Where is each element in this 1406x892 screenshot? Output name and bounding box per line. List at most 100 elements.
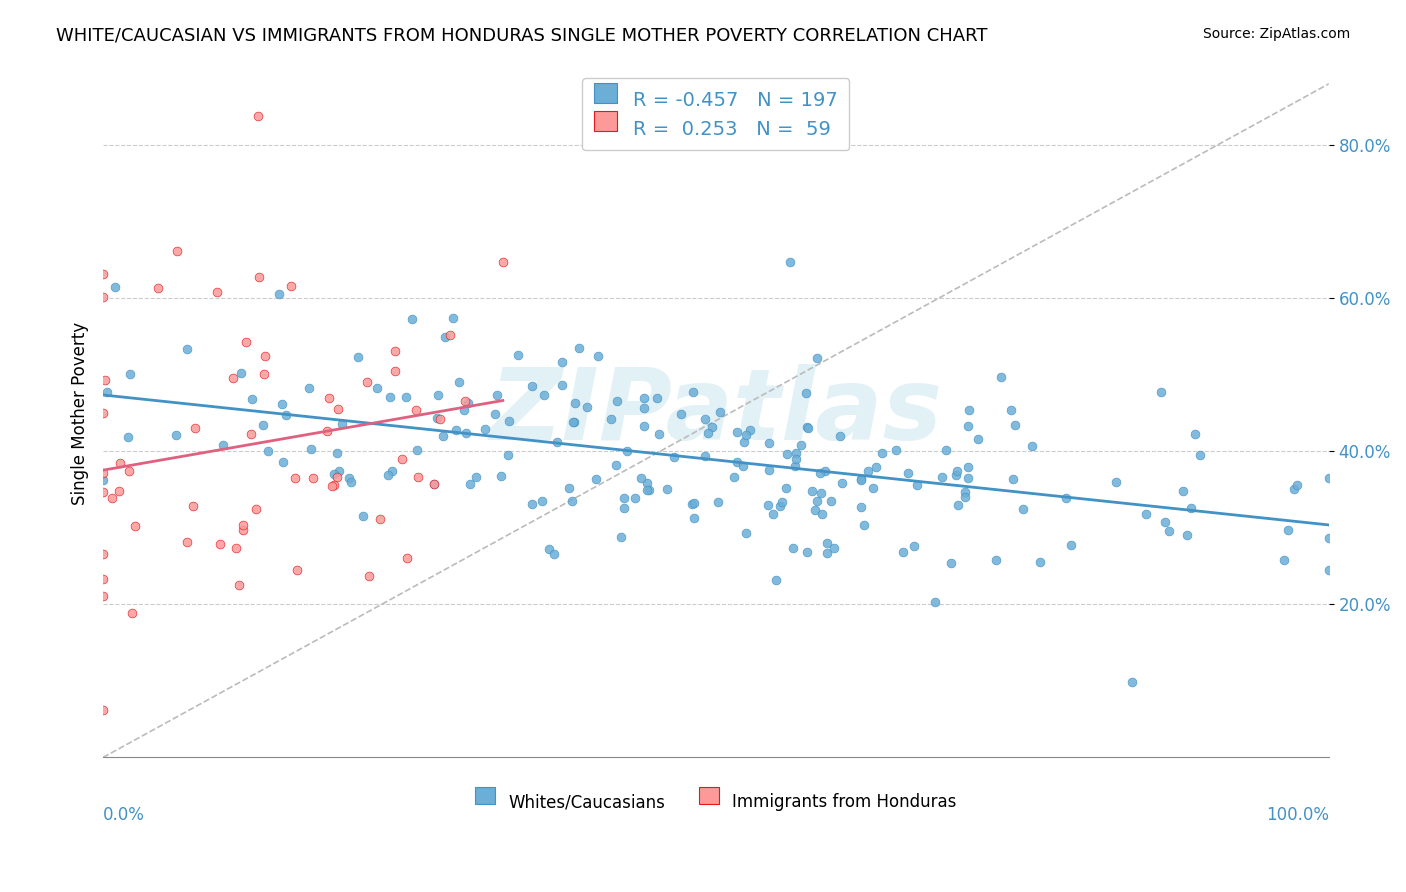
Point xyxy=(946,464,969,478)
Legend: Whites/Caucasians, Immigrants from Honduras: Whites/Caucasians, Immigrants from Hondu… xyxy=(468,787,963,818)
Point xyxy=(769,499,792,513)
Point xyxy=(520,379,543,393)
Y-axis label: Single Mother Poverty: Single Mother Poverty xyxy=(72,321,89,505)
Point xyxy=(347,350,370,364)
Point xyxy=(561,493,583,508)
Point xyxy=(91,267,114,281)
Point xyxy=(606,393,628,408)
Point xyxy=(276,409,298,423)
Point xyxy=(731,459,754,474)
Point xyxy=(806,351,828,365)
Point xyxy=(91,589,114,603)
Point xyxy=(253,349,276,363)
Point xyxy=(828,428,851,442)
Point xyxy=(381,464,404,478)
Point xyxy=(804,502,827,516)
Point xyxy=(831,475,853,490)
Point xyxy=(610,530,633,544)
Point xyxy=(645,391,668,405)
Point xyxy=(849,473,872,487)
Point xyxy=(91,466,114,480)
Point xyxy=(384,344,406,359)
Point xyxy=(406,469,429,483)
Point xyxy=(546,434,568,449)
Point xyxy=(205,285,228,299)
Point xyxy=(823,541,845,555)
Point xyxy=(117,430,139,444)
Point xyxy=(1105,475,1128,489)
Point xyxy=(1282,482,1305,496)
Point xyxy=(298,381,321,395)
Point xyxy=(253,368,276,382)
Point xyxy=(849,472,872,486)
Point xyxy=(339,470,361,484)
Point xyxy=(600,412,623,426)
Point xyxy=(271,455,294,469)
Point xyxy=(682,385,704,400)
Point xyxy=(796,545,818,559)
Point xyxy=(1171,484,1194,499)
Point xyxy=(538,541,561,556)
Point xyxy=(252,417,274,432)
Point xyxy=(700,419,723,434)
Point xyxy=(235,335,257,350)
Point xyxy=(326,446,349,460)
Point xyxy=(110,456,132,470)
Point xyxy=(852,517,875,532)
Point xyxy=(725,425,748,439)
Point xyxy=(108,483,131,498)
Point xyxy=(1154,515,1177,529)
Point xyxy=(391,452,413,467)
Point xyxy=(815,546,838,560)
Point xyxy=(520,497,543,511)
Point xyxy=(738,423,761,437)
Point xyxy=(330,417,353,431)
Point xyxy=(758,435,780,450)
Point xyxy=(682,496,704,510)
Point xyxy=(695,411,717,425)
Point xyxy=(897,467,920,481)
Point xyxy=(806,493,828,508)
Point xyxy=(669,407,692,421)
Point xyxy=(531,494,554,508)
Point xyxy=(96,384,118,399)
Point xyxy=(1277,523,1299,537)
Point xyxy=(1135,508,1157,522)
Point xyxy=(441,311,464,326)
Point xyxy=(453,403,475,417)
Point xyxy=(856,464,879,478)
Point xyxy=(815,536,838,550)
Point xyxy=(801,483,824,498)
Point xyxy=(533,387,555,401)
Point xyxy=(1272,553,1295,567)
Point xyxy=(956,470,979,484)
Point xyxy=(811,507,834,521)
Point xyxy=(543,547,565,561)
Point xyxy=(423,477,446,491)
Point xyxy=(1317,563,1340,577)
Point xyxy=(181,499,204,513)
Point xyxy=(648,427,671,442)
Text: 0.0%: 0.0% xyxy=(103,805,145,823)
Point xyxy=(655,483,678,497)
Point xyxy=(586,349,609,363)
Point xyxy=(794,385,817,400)
Point xyxy=(231,518,253,533)
Point xyxy=(232,523,254,537)
Point xyxy=(229,366,252,380)
Point xyxy=(1121,675,1143,690)
Point xyxy=(486,388,509,402)
Point xyxy=(1180,500,1202,515)
Point xyxy=(489,469,512,483)
Point xyxy=(956,419,979,434)
Point xyxy=(406,442,429,457)
Point xyxy=(564,395,586,409)
Point xyxy=(465,469,488,483)
Point xyxy=(208,537,231,551)
Point xyxy=(423,476,446,491)
Point xyxy=(104,279,127,293)
Point xyxy=(484,407,506,421)
Text: WHITE/CAUCASIAN VS IMMIGRANTS FROM HONDURAS SINGLE MOTHER POVERTY CORRELATION CH: WHITE/CAUCASIAN VS IMMIGRANTS FROM HONDU… xyxy=(56,27,988,45)
Point xyxy=(1188,448,1211,462)
Point xyxy=(785,451,807,466)
